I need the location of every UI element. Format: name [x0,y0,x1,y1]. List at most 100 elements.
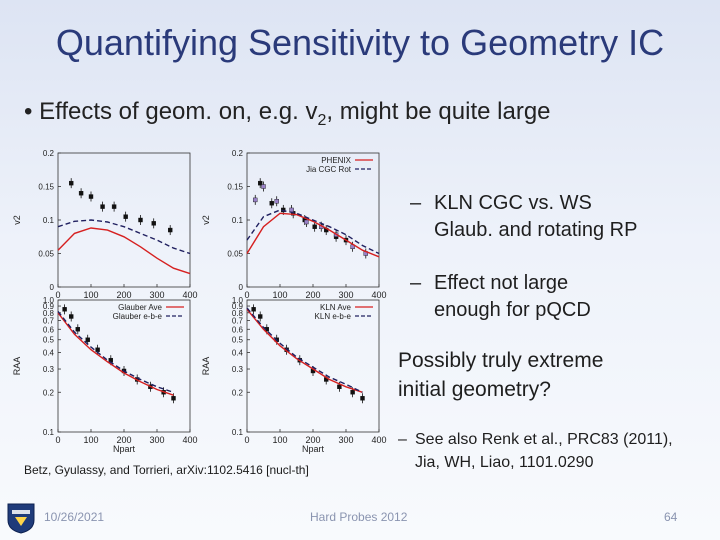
plots-figure: 0 100 200 300 400 0 0.05 0.1 0.15 0.2 v2 0 100 200 300… [12,149,387,454]
bullet-text-before: Effects of geom. on, e.g. v [39,98,318,125]
y-tick-label: 0.3 [232,365,244,374]
series-line [246,212,380,258]
small-line: Jia, WH, Liao, 1101.0290 [415,454,594,471]
citation: Betz, Gyulassy, and Torrieri, arXiv:1102… [24,463,309,477]
x-tick-label: 300 [149,435,164,445]
dash-line: KLN CGC vs. WS [434,192,592,214]
y-tick-label: 0 [50,283,55,292]
data-point [100,204,105,209]
y-tick-label: 0.2 [232,149,244,158]
extreme-geometry-paragraph: Possibly truly extreme initial geometry? [398,346,603,404]
series-line [57,219,191,255]
y-tick-label: 0.8 [232,309,244,318]
data-point [138,217,143,223]
x-tick-label: 100 [272,290,287,300]
legend-label: KLN e-b-e [315,312,352,321]
dash-marker: – [410,272,422,294]
data-point [78,191,84,196]
y-axis-label: v2 [12,215,22,225]
legend-label: PHENIX [321,156,351,165]
data-point [68,314,74,319]
y-tick-label: 0 [239,283,244,292]
x-tick-label: 200 [305,435,320,445]
x-tick-label: 200 [116,435,131,445]
see-also-item: – See also Renk et al., PRC83 (2011), Ji… [398,428,673,474]
x-tick-label: 200 [116,290,131,300]
data-point [261,184,266,189]
data-point [62,307,67,312]
series-line [57,227,191,275]
x-tick-label: 400 [182,290,197,300]
x-tick-label: 300 [149,290,164,300]
dash-line: Glaub. and rotating RP [434,219,638,241]
y-tick-label: 1.0 [43,296,55,305]
y-tick-label: 0.5 [232,336,244,345]
y-tick-label: 0.05 [227,250,243,259]
data-point [258,180,263,186]
y-tick-label: 0.6 [232,325,244,334]
y-axis-label: RAA [12,357,22,376]
dash-item-pqcd: – Effect not large enough for pQCD [410,270,591,324]
y-tick-label: 0.5 [43,336,55,345]
data-point [171,396,176,401]
bullet-marker: • [24,98,33,125]
x-tick-label: 0 [244,435,249,445]
y-tick-label: 0.7 [232,316,244,325]
small-line: See also Renk et al., PRC83 (2011), [415,431,673,448]
y-tick-label: 0.1 [232,428,244,437]
data-point [269,201,274,206]
y-tick-label: 0.6 [43,325,55,334]
footer-center: Hard Probes 2012 [310,510,408,524]
y-tick-label: 1.0 [232,296,244,305]
series-line [57,310,174,393]
small-marker: – [398,431,407,448]
series-line [246,308,363,393]
university-logo [7,503,35,534]
y-tick-label: 0.4 [232,349,244,358]
x-axis-label: Npart [302,444,325,454]
x-tick-label: 100 [83,290,98,300]
data-point [274,199,279,204]
footer-date: 10/26/2021 [44,510,105,524]
dash-item-kln: – KLN CGC vs. WS Glaub. and rotating RP [410,190,637,244]
data-point [111,204,117,209]
legend-label: Glauber Ave [118,303,162,312]
data-point [167,227,173,233]
data-point [253,197,258,203]
main-bullet: • Effects of geom. on, e.g. v2, might be… [24,98,551,130]
y-tick-label: 0.1 [43,216,55,225]
data-point [258,314,263,319]
data-point [95,347,100,352]
data-point [350,390,355,395]
data-point [337,384,342,390]
para-line: initial geometry? [398,378,551,401]
slide-title: Quantifying Sensitivity to Geometry IC [55,22,665,63]
series-line [246,209,380,255]
data-point [85,337,90,342]
x-tick-label: 100 [272,435,287,445]
x-tick-label: 400 [182,435,197,445]
x-tick-label: 200 [305,290,320,300]
y-tick-label: 0.2 [43,388,55,397]
y-tick-label: 0.9 [43,302,55,311]
y-tick-label: 0.1 [43,428,55,437]
dash-marker: – [410,192,422,214]
y-tick-label: 0.4 [43,349,55,358]
dash-line: Effect not large [434,272,569,294]
y-tick-label: 0.15 [227,183,243,192]
x-tick-label: 400 [371,435,386,445]
y-tick-label: 0.7 [43,316,55,325]
y-tick-label: 0.9 [232,302,244,311]
dash-line: enough for pQCD [434,299,591,321]
data-point [251,307,256,312]
data-point [312,224,317,229]
data-point [304,219,309,225]
y-tick-label: 0.2 [232,388,244,397]
legend-label: Jia CGC Rot [306,165,352,174]
x-axis-label: Npart [113,444,136,454]
data-point [88,194,94,199]
y-tick-label: 0.05 [38,250,54,259]
y-axis-label: v2 [201,215,211,225]
data-point [360,396,365,401]
bullet-text-after: , might be quite large [326,98,551,125]
